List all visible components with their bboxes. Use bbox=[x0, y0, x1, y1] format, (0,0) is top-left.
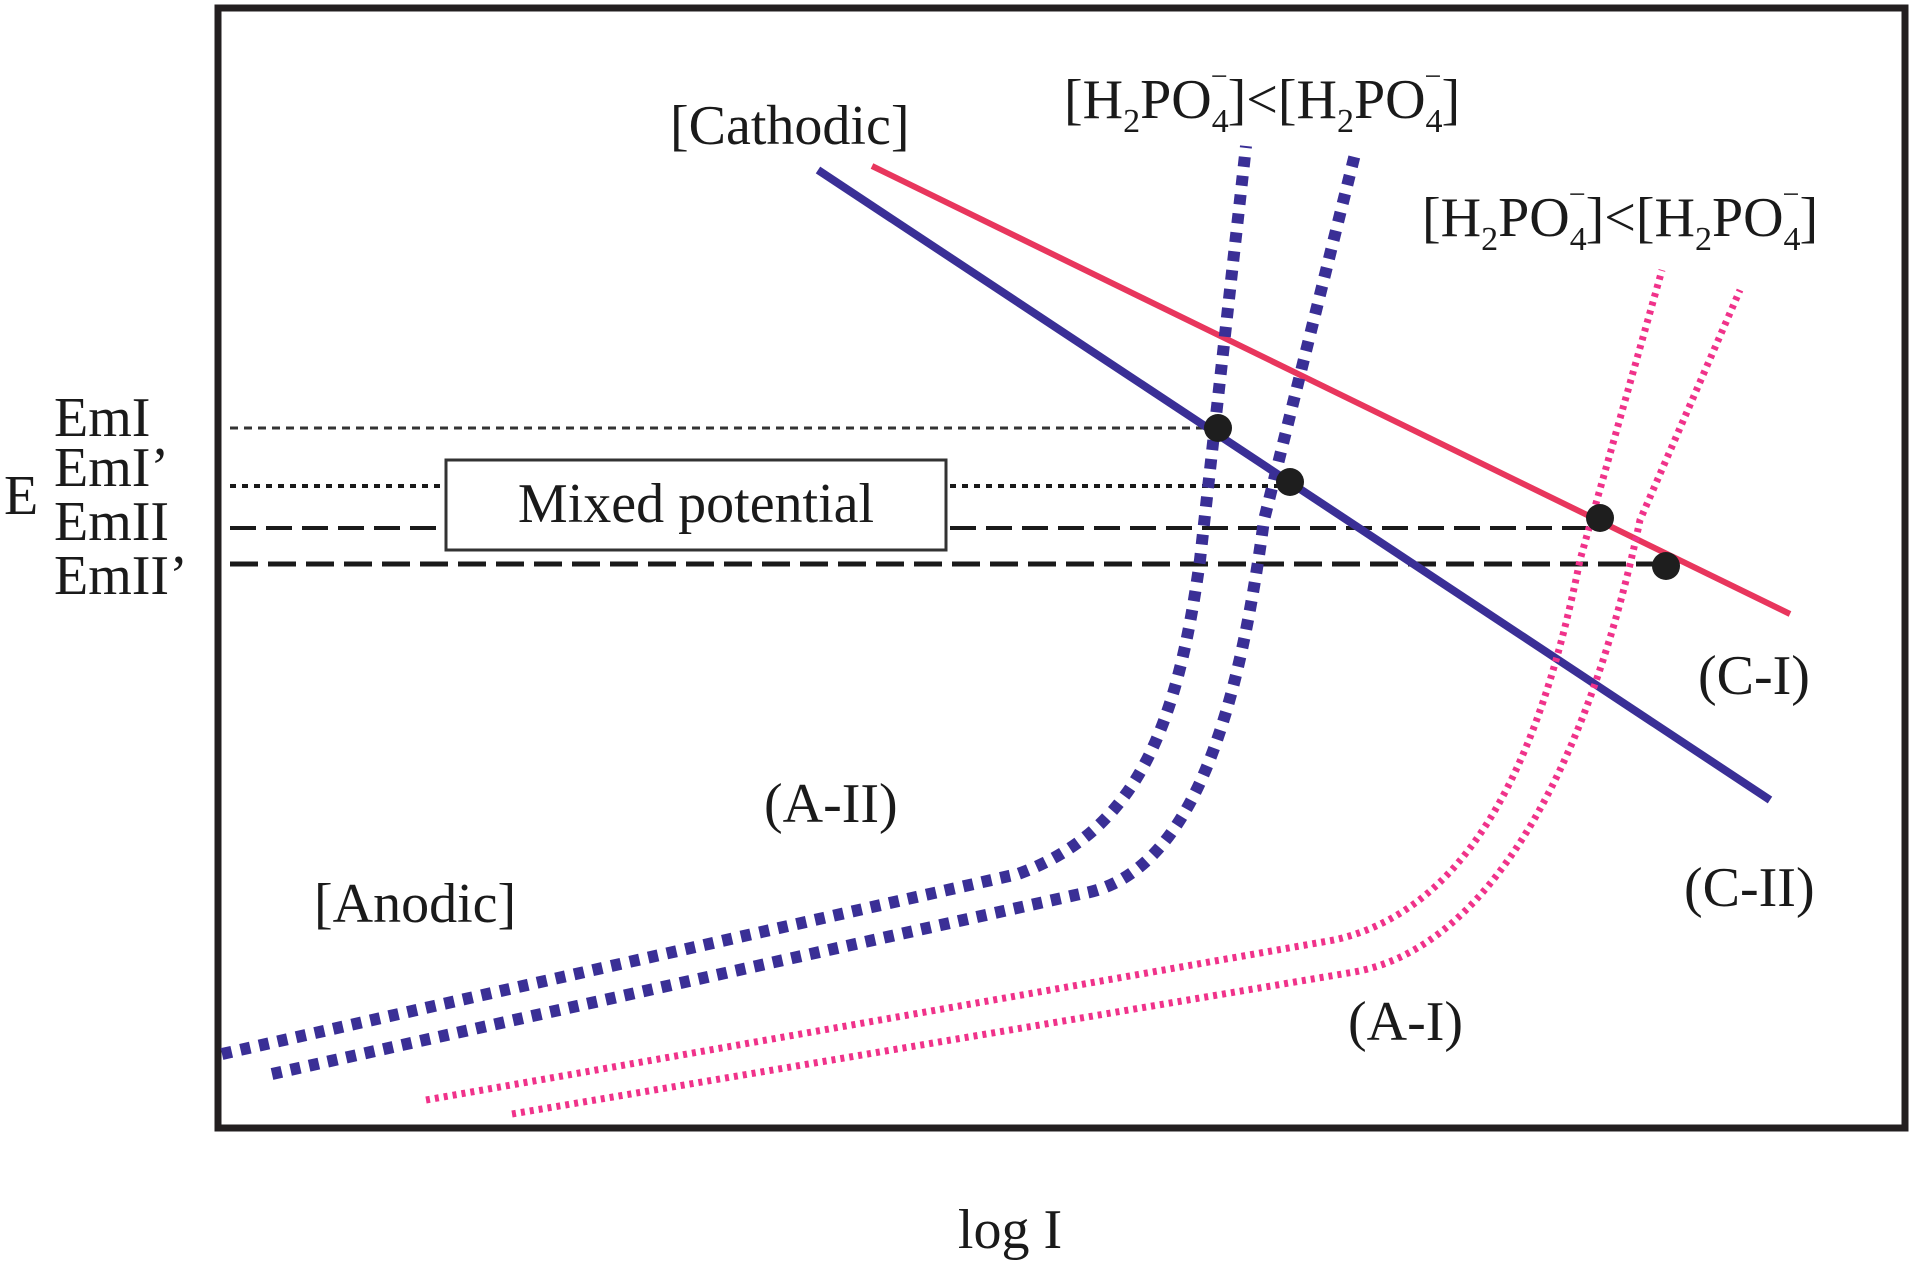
cathodic-label: [Cathodic] bbox=[670, 95, 909, 157]
plot-frame bbox=[214, 4, 1909, 1132]
intersection-emI bbox=[1204, 414, 1232, 442]
intersection-emI-prime bbox=[1276, 468, 1304, 496]
emI-label: EmI bbox=[54, 387, 150, 449]
intersection-emII bbox=[1586, 504, 1614, 532]
emII-prime-label: EmII’ bbox=[54, 545, 188, 607]
svg-text:[H2PO4−]<[H2PO4−]: [H2PO4−]<[H2PO4−] bbox=[1422, 178, 1818, 258]
anodic-label: [Anodic] bbox=[314, 873, 516, 935]
curve-label-C-II: (C-II) bbox=[1684, 857, 1815, 919]
anodic-curve-A-II-low bbox=[220, 145, 1252, 1060]
emI-prime-label: EmI’ bbox=[54, 437, 169, 499]
anodic-curve-A-I-low bbox=[425, 269, 1666, 1104]
anodic-curve-A-I-high bbox=[511, 288, 1744, 1118]
mixed-potential-box bbox=[444, 458, 948, 552]
curve-label-A-I: (A-I) bbox=[1348, 991, 1463, 1053]
anodic-curve-A-II-high bbox=[270, 148, 1362, 1080]
intersection-emII-prime bbox=[1652, 552, 1680, 580]
concentration-label-A-II: [H2PO4−]<[H2PO4−] bbox=[1064, 60, 1460, 140]
x-axis-label: log I bbox=[958, 1199, 1062, 1261]
svg-text:[H2PO4−]<[H2PO4−]: [H2PO4−]<[H2PO4−] bbox=[1064, 60, 1460, 140]
concentration-label-A-I: [H2PO4−]<[H2PO4−] bbox=[1422, 178, 1818, 258]
curve-label-C-I: (C-I) bbox=[1698, 645, 1810, 707]
curve-label-A-II: (A-II) bbox=[764, 773, 898, 835]
emII-label: EmII bbox=[54, 491, 169, 553]
mixed-potential-label: Mixed potential bbox=[518, 473, 874, 535]
y-axis-label: E bbox=[4, 465, 38, 527]
